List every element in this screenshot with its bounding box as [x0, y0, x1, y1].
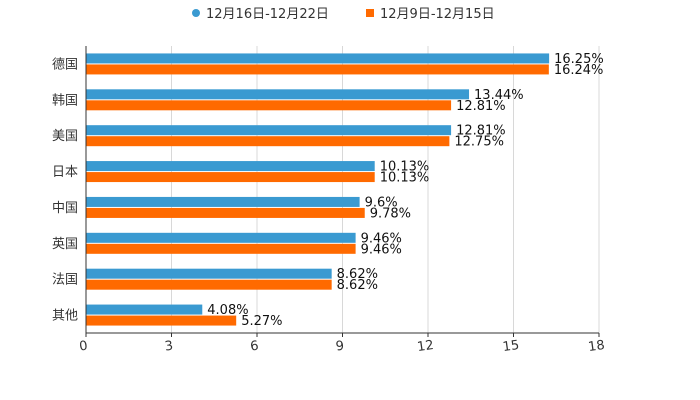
bar-0-4[interactable] — [86, 196, 360, 207]
category-label-6: 法国 — [52, 273, 78, 288]
bar-0-1[interactable] — [86, 89, 470, 100]
bar-0-2[interactable] — [86, 125, 452, 136]
category-label-1: 韩国 — [52, 93, 78, 108]
category-label-5: 英国 — [52, 237, 78, 252]
data-label-1-0: 16.24% — [554, 63, 604, 78]
category-label-3: 日本 — [52, 165, 78, 180]
x-tick-label-4: 12 — [416, 338, 434, 355]
bars: 德国 16.25%16.24%韩国 13.44%12.81%美国 12.81%12.7… — [52, 52, 604, 329]
data-label-0-4: 9.6% — [365, 195, 398, 210]
legend-marker-0 — [192, 9, 200, 17]
category-label-4: 中国 — [52, 201, 78, 216]
data-label-0-7: 4.08% — [207, 303, 248, 318]
data-label-1-2: 12.75% — [454, 135, 504, 150]
data-label-0-1: 13.44% — [474, 88, 524, 103]
bar-1-5[interactable] — [86, 243, 356, 254]
data-label-1-3: 10.13% — [380, 171, 430, 186]
bar-1-1[interactable] — [86, 100, 452, 111]
data-label-1-6: 8.62% — [337, 278, 378, 293]
bar-0-5[interactable] — [86, 232, 356, 243]
legend-marker-1 — [366, 9, 374, 17]
bar-1-6[interactable] — [86, 279, 332, 290]
data-label-0-6: 8.62% — [337, 267, 378, 282]
category-label-0: 德国 — [52, 57, 78, 72]
legend: 12月16日-12月22日 12月9日-12月15日 — [192, 7, 495, 22]
x-tick-label-6: 18 — [587, 338, 605, 355]
axes: 0 3 6 9 12 15 18 — [78, 46, 606, 355]
category-label-7: 其他 — [52, 309, 78, 324]
data-label-1-7: 5.27% — [241, 314, 282, 329]
data-label-1-4: 9.78% — [370, 206, 411, 221]
data-label-0-0: 16.25% — [554, 52, 604, 67]
data-label-0-3: 10.13% — [380, 160, 430, 175]
data-label-0-5: 9.46% — [361, 231, 402, 246]
x-tick-label-2: 6 — [249, 339, 259, 355]
x-tick-label-3: 9 — [335, 339, 345, 355]
bar-1-2[interactable] — [86, 136, 450, 147]
bar-0-3[interactable] — [86, 161, 375, 172]
legend-label-0[interactable]: 12月16日-12月22日 — [206, 7, 329, 22]
data-label-1-1: 12.81% — [456, 99, 506, 114]
data-label-0-2: 12.81% — [456, 124, 506, 139]
bar-1-3[interactable] — [86, 172, 375, 183]
x-tick-label-5: 15 — [502, 338, 520, 355]
legend-label-1[interactable]: 12月9日-12月15日 — [380, 7, 495, 22]
bar-1-4[interactable] — [86, 207, 365, 218]
bar-1-0[interactable] — [86, 64, 549, 75]
data-label-1-5: 9.46% — [361, 242, 402, 257]
bar-0-0[interactable] — [86, 53, 550, 64]
category-label-2: 美国 — [52, 129, 78, 144]
bar-0-7[interactable] — [86, 304, 203, 315]
bar-1-7[interactable] — [86, 315, 237, 326]
x-tick-label-1: 3 — [164, 339, 174, 355]
bar-0-6[interactable] — [86, 268, 332, 279]
x-tick-label-0: 0 — [78, 339, 88, 355]
